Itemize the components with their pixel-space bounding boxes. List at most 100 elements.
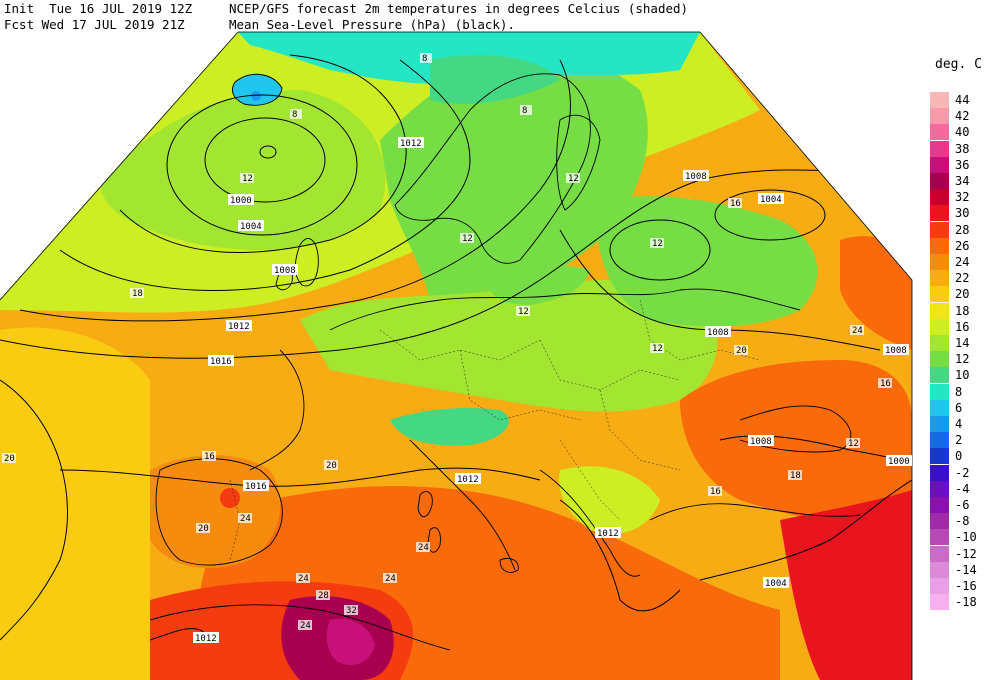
legend-swatch (930, 189, 949, 206)
legend-label: 26 (955, 238, 970, 253)
legend-swatch (930, 302, 949, 319)
legend-swatch (930, 448, 949, 465)
legend-entry: 20 (930, 286, 1000, 303)
isobar-label: 1008 (748, 435, 774, 447)
legend-entry: 40 (930, 124, 1000, 141)
svg-text:20: 20 (326, 461, 337, 471)
legend-label: 28 (955, 222, 970, 237)
temperature-label: 24 (296, 573, 310, 584)
svg-text:24: 24 (385, 574, 396, 584)
legend-entry: 24 (930, 254, 1000, 270)
svg-text:1000: 1000 (230, 196, 252, 206)
svg-text:1004: 1004 (240, 222, 262, 232)
svg-text:1016: 1016 (245, 482, 267, 492)
svg-text:1012: 1012 (457, 475, 479, 485)
svg-text:24: 24 (240, 514, 251, 524)
legend-swatch (930, 416, 949, 432)
legend-entry: -8 (930, 513, 1000, 530)
svg-text:32: 32 (346, 606, 357, 616)
isobar-label: 1008 (883, 344, 909, 356)
legend-entry: 8 (930, 383, 1000, 400)
svg-text:20: 20 (198, 524, 209, 534)
legend-label: 36 (955, 157, 970, 172)
legend-swatch (930, 286, 949, 303)
svg-text:1008: 1008 (707, 328, 729, 338)
legend-label: 40 (955, 125, 970, 140)
legend-label: -16 (955, 579, 977, 593)
map-subtitle: Mean Sea-Level Pressure (hPa) (black). (229, 17, 515, 32)
legend-entry: 42 (930, 108, 1000, 125)
forecast-time: Fcst Wed 17 JUL 2019 21Z (4, 17, 185, 32)
legend-label: 20 (955, 287, 970, 302)
legend-label: -6 (955, 498, 970, 512)
legend-entry: 0 (930, 448, 1000, 465)
legend-entry: 44 (930, 92, 1000, 108)
legend-swatch (930, 561, 949, 578)
temperature-label: 8 (520, 105, 532, 116)
svg-text:8: 8 (522, 106, 527, 116)
legend-swatch (930, 205, 949, 222)
legend-label: 30 (955, 206, 970, 221)
svg-text:18: 18 (790, 471, 801, 481)
temperature-label: 24 (850, 325, 864, 336)
legend-swatch (930, 513, 949, 530)
svg-text:1012: 1012 (195, 634, 217, 644)
legend-title: deg. C (935, 57, 982, 72)
isobar-label: 1000 (886, 455, 912, 467)
svg-text:1004: 1004 (760, 195, 782, 205)
legend-entry: 4 (930, 416, 1000, 432)
legend-label: 14 (955, 336, 970, 350)
legend-entry: -4 (930, 480, 1000, 497)
legend-entry: -10 (930, 529, 1000, 546)
legend-label: 24 (955, 255, 970, 269)
svg-text:24: 24 (852, 326, 863, 336)
legend-entry: 26 (930, 237, 1000, 254)
svg-text:12: 12 (242, 174, 253, 184)
legend-entry: 12 (930, 351, 1000, 368)
svg-text:12: 12 (652, 344, 663, 354)
legend-swatch (930, 270, 949, 287)
isobar-label: 1012 (398, 137, 424, 149)
legend-swatch (930, 92, 949, 108)
svg-text:24: 24 (418, 543, 429, 553)
svg-text:1016: 1016 (210, 357, 232, 367)
svg-text:20: 20 (4, 454, 15, 464)
legend-swatch (930, 578, 949, 594)
isobar-label: 1012 (193, 632, 219, 644)
svg-text:1008: 1008 (885, 346, 907, 356)
legend-entry: -18 (930, 594, 1000, 611)
legend-swatch (930, 221, 949, 238)
isobar-label: 1008 (683, 170, 709, 182)
svg-text:1000: 1000 (888, 457, 910, 467)
svg-text:1004: 1004 (765, 579, 787, 589)
legend-label: -8 (955, 514, 970, 529)
legend-entry: 22 (930, 270, 1000, 287)
temperature-label: 32 (344, 605, 358, 616)
svg-text:12: 12 (652, 239, 663, 249)
legend-swatch (930, 351, 949, 368)
legend-entry: 38 (930, 140, 1000, 157)
svg-text:16: 16 (710, 487, 721, 497)
svg-text:28: 28 (318, 591, 329, 601)
isobar-label: 1012 (595, 527, 621, 539)
temperature-label: 16 (878, 378, 892, 389)
legend-swatch (930, 367, 949, 384)
temperature-label: 8 (290, 109, 302, 120)
temperature-label: 20 (324, 460, 338, 471)
svg-text:12: 12 (518, 307, 529, 317)
temperature-label: 20 (196, 523, 210, 534)
temperature-label: 16 (728, 198, 742, 209)
legend-label: 32 (955, 190, 970, 205)
svg-text:24: 24 (300, 621, 311, 631)
legend-entry: -12 (930, 545, 1000, 562)
temperature-label: 24 (383, 573, 397, 584)
svg-text:8: 8 (422, 54, 427, 64)
svg-text:1012: 1012 (400, 139, 422, 149)
legend-label: 34 (955, 174, 970, 188)
legend-entry: 10 (930, 367, 1000, 384)
svg-text:20: 20 (736, 346, 747, 356)
legend-entry: -14 (930, 561, 1000, 578)
isobar-label: 1012 (455, 473, 481, 485)
legend-entry: 28 (930, 221, 1000, 238)
